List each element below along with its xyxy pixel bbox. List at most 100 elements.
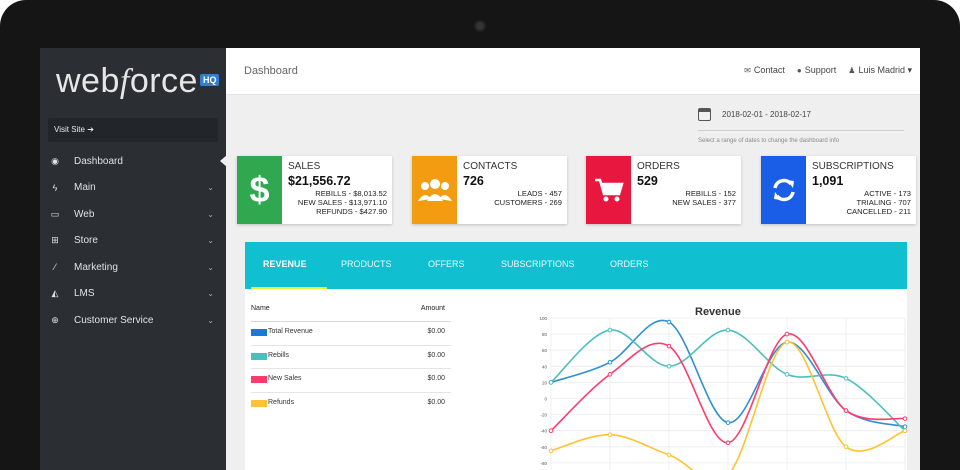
sidebar-item-lms[interactable]: ◭ LMS ⌄ (40, 281, 226, 308)
sidebar-item-label: Main (74, 182, 96, 194)
sidebar-item-label: LMS (74, 288, 95, 300)
tab-orders[interactable]: ORDERS (610, 259, 649, 269)
sidebar-item-web[interactable]: ▭ Web ⌄ (40, 201, 226, 228)
stat-breakdown: LEADS - 457 CUSTOMERS - 269 (494, 189, 562, 207)
calendar-icon (698, 108, 711, 121)
stat-value: 726 (463, 174, 484, 188)
y-tick-label: 60 (542, 348, 548, 353)
app-screen: webforce HQ Visit Site ➔ ◉ Dashboard ϟ Main ⌄… (40, 48, 920, 470)
dashboard-icon: ◉ (51, 155, 59, 166)
y-tick-label: -60 (540, 445, 547, 450)
y-tick-label: 0 (544, 397, 547, 402)
table-row[interactable]: Refunds $0.00 (251, 393, 451, 416)
sidebar-nav: ◉ Dashboard ϟ Main ⌄ ▭ Web ⌄ ⊞ Store ⌄ ⁄ Marketing ⌄ ◭… (40, 148, 227, 334)
user-icon: ♟ (848, 66, 856, 75)
sidebar-item-label: Customer Service (74, 314, 154, 326)
chat-icon: ● (796, 66, 802, 75)
magic-wand-icon: ⁄ (54, 262, 56, 273)
stat-label: SALES (288, 161, 321, 172)
stat-card-contacts[interactable]: CONTACTS 726 LEADS - 457 CUSTOMERS - 269 (412, 156, 567, 224)
tab-subscriptions[interactable]: SUBSCRIPTIONS (501, 259, 575, 269)
table-row[interactable]: New Sales $0.00 (251, 369, 451, 393)
tab-products[interactable]: PRODUCTS (341, 259, 392, 269)
column-header-name: Name (251, 305, 270, 312)
stat-card-sales[interactable]: $ SALES $21,556.72 REBILLS - $8,013.52 NEW S… (237, 156, 392, 224)
legend-swatch (251, 399, 267, 407)
table-row[interactable]: Rebills $0.00 (251, 346, 451, 369)
row-amount: $0.00 (427, 351, 445, 359)
sidebar-item-customer-service[interactable]: ⊕ Customer Service ⌄ (40, 307, 226, 334)
sidebar-item-label: Dashboard (74, 155, 123, 167)
chevron-down-icon: ⌄ (207, 209, 214, 219)
stat-line: REBILLS - 152 (685, 189, 736, 198)
row-amount: $0.00 (427, 398, 445, 406)
cart-icon: ⊞ (51, 235, 59, 246)
stat-value: $21,556.72 (288, 174, 351, 188)
stat-line: CUSTOMERS - 269 (494, 198, 562, 207)
legend-swatch (251, 352, 267, 360)
sidebar: webforce HQ Visit Site ➔ ◉ Dashboard ϟ Main ⌄… (40, 48, 227, 470)
sidebar-item-main[interactable]: ϟ Main ⌄ (40, 175, 226, 202)
stat-card-subscriptions[interactable]: SUBSCRIPTIONS 1,091 ACTIVE - 173 TRIALING -… (761, 156, 916, 224)
data-point (607, 372, 613, 377)
refresh-icon (761, 156, 806, 224)
data-point (666, 364, 672, 369)
data-point (548, 380, 554, 385)
stat-value: 529 (637, 174, 658, 188)
sidebar-item-label: Web (74, 208, 95, 220)
data-point (666, 343, 672, 349)
graduation-cap-icon: ◭ (51, 288, 59, 299)
tab-revenue[interactable]: REVENUE (263, 259, 307, 269)
data-point (725, 327, 731, 333)
chart-title: Revenue (695, 306, 741, 318)
brand-logo[interactable]: webforce HQ (56, 62, 220, 101)
y-tick-label: 100 (539, 316, 547, 321)
stat-card-orders[interactable]: ORDERS 529 REBILLS - 152 NEW SALES - 377 (586, 156, 741, 224)
data-point (607, 327, 613, 333)
date-range-value[interactable]: 2018-02-01 - 2018-02-17 (722, 110, 811, 119)
contact-link[interactable]: ✉ Contact (744, 65, 785, 75)
data-point (548, 428, 554, 433)
data-point (902, 428, 908, 433)
data-point (725, 420, 731, 425)
stat-breakdown: ACTIVE - 173 TRIALING - 707 CANCELLED - 21… (847, 189, 911, 216)
table-row[interactable]: Total Revenue $0.00 (251, 322, 451, 346)
y-tick-label: -20 (540, 413, 547, 418)
date-range-hint: Select a range of dates to change the da… (698, 138, 840, 144)
active-tab-indicator (251, 287, 327, 289)
row-name: Refunds (268, 398, 295, 406)
row-name: New Sales (268, 375, 302, 382)
sidebar-item-store[interactable]: ⊞ Store ⌄ (40, 228, 226, 255)
lifebuoy-icon: ⊕ (51, 314, 59, 325)
page-title: Dashboard (244, 65, 298, 77)
data-point (607, 359, 613, 365)
bolt-icon: ϟ (52, 182, 58, 193)
support-link[interactable]: ● Support (796, 65, 837, 75)
column-header-amount: Amount (420, 305, 445, 312)
data-point (843, 444, 849, 450)
camera-dot (476, 22, 484, 30)
y-tick-label: 40 (542, 364, 548, 369)
user-menu[interactable]: ♟ Luis Madrid ▾ (848, 65, 912, 75)
row-amount: $0.00 (427, 375, 445, 382)
visit-site-button[interactable]: Visit Site ➔ (48, 118, 218, 142)
data-point (784, 372, 790, 377)
date-range-underline (698, 130, 904, 131)
stat-line: LEADS - 457 (517, 189, 562, 198)
data-point (607, 432, 613, 438)
data-point (666, 319, 672, 325)
stat-line: ACTIVE - 173 (864, 189, 911, 198)
revenue-chart: 100 80 60 40 20 0 -20 -40 -60 -80 (539, 316, 908, 470)
sidebar-item-label: Marketing (74, 261, 118, 273)
legend-swatch (251, 329, 267, 336)
legend-swatch (251, 376, 267, 383)
sidebar-item-dashboard[interactable]: ◉ Dashboard (40, 148, 227, 175)
dollar-icon: $ (237, 156, 282, 224)
tab-offers[interactable]: OFFERS (428, 259, 465, 269)
data-point (902, 424, 908, 429)
chevron-down-icon: ⌄ (207, 183, 214, 193)
data-point (902, 416, 908, 421)
stat-line: CANCELLED - 211 (846, 207, 911, 216)
sidebar-item-marketing[interactable]: ⁄ Marketing ⌄ (40, 254, 226, 281)
stat-line: REFUNDS - $427.90 (316, 207, 387, 216)
